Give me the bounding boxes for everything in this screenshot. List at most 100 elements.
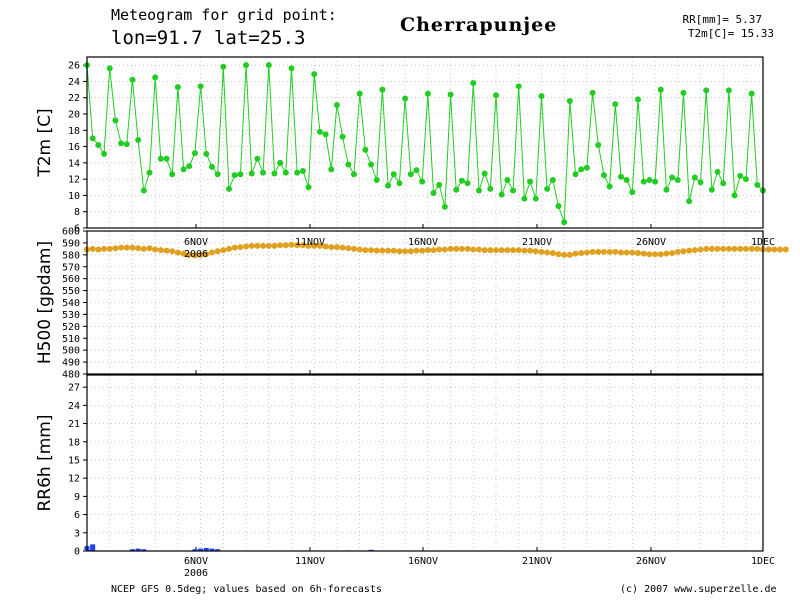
x-year-label: 2006 bbox=[184, 568, 208, 579]
temperature-point bbox=[720, 180, 727, 187]
temperature-point bbox=[311, 71, 318, 78]
temperature-point bbox=[265, 62, 272, 69]
temperature-point bbox=[214, 171, 221, 178]
temperature-point bbox=[754, 181, 761, 188]
y-tick-label: 490 bbox=[62, 358, 80, 369]
geopotential-point bbox=[708, 245, 715, 252]
precipitation-bar bbox=[368, 549, 374, 551]
temperature-point bbox=[277, 159, 284, 166]
geopotential-point bbox=[453, 245, 460, 252]
y-tick-label: 510 bbox=[62, 334, 80, 345]
x-tick-label: 6NOV bbox=[184, 237, 208, 248]
geopotential-point bbox=[260, 242, 267, 249]
y-tick-label: 27 bbox=[68, 383, 80, 394]
temperature-point bbox=[390, 171, 397, 178]
geopotential-point bbox=[589, 248, 596, 255]
x-year-label: 2006 bbox=[184, 249, 208, 260]
geopotential-point bbox=[436, 246, 443, 253]
temperature-point bbox=[572, 171, 579, 178]
precipitation-bar bbox=[198, 548, 204, 551]
y-axis-label: T2m [C] bbox=[35, 108, 55, 177]
y-tick-label: 21 bbox=[68, 419, 80, 430]
y-tick-label: 480 bbox=[62, 370, 80, 381]
x-tick-label: 6NOV bbox=[184, 556, 208, 567]
x-tick-label: 21NOV bbox=[522, 556, 552, 567]
geopotential-point bbox=[368, 247, 375, 254]
geopotential-point bbox=[754, 245, 761, 252]
temperature-point bbox=[703, 87, 710, 94]
geopotential-point bbox=[578, 250, 585, 257]
geopotential-point bbox=[180, 250, 187, 257]
y-tick-label: 520 bbox=[62, 322, 80, 333]
y-tick-label: 15 bbox=[68, 455, 80, 466]
geopotential-point bbox=[271, 242, 278, 249]
temperature-point bbox=[379, 86, 386, 93]
geopotential-point bbox=[697, 246, 704, 253]
geopotential-point bbox=[129, 244, 136, 251]
temperature-point bbox=[578, 166, 585, 173]
temperature-point bbox=[169, 171, 176, 178]
geopotential-point bbox=[237, 244, 244, 251]
geopotential-point bbox=[742, 245, 749, 252]
geopotential-point bbox=[515, 247, 522, 254]
geopotential-point bbox=[118, 244, 125, 251]
temperature-point bbox=[612, 101, 619, 108]
temperature-point bbox=[197, 83, 204, 90]
temperature-point bbox=[515, 83, 522, 90]
y-tick-label: 580 bbox=[62, 250, 80, 261]
precipitation-bar bbox=[141, 549, 147, 551]
geopotential-point bbox=[152, 246, 159, 253]
panel-frame bbox=[86, 374, 764, 552]
geopotential-point bbox=[243, 243, 250, 250]
precipitation-bar bbox=[209, 548, 215, 551]
y-tick-label: 570 bbox=[62, 262, 80, 273]
temperature-point bbox=[527, 178, 534, 185]
geopotential-point bbox=[595, 248, 602, 255]
geopotential-point bbox=[686, 247, 693, 254]
y-tick-label: 9 bbox=[74, 492, 80, 503]
temperature-point bbox=[470, 80, 477, 87]
temperature-point bbox=[436, 181, 443, 188]
geopotential-point bbox=[146, 245, 153, 252]
geopotential-point bbox=[305, 242, 312, 249]
temperature-point bbox=[288, 65, 295, 72]
temperature-point bbox=[419, 178, 426, 185]
geopotential-point bbox=[720, 245, 727, 252]
temperature-point bbox=[680, 89, 687, 96]
temperature-point bbox=[498, 191, 505, 198]
x-tick-label: 16NOV bbox=[408, 556, 438, 567]
geopotential-point bbox=[441, 246, 448, 253]
y-tick-label: 0 bbox=[74, 547, 80, 558]
y-tick-label: 560 bbox=[62, 274, 80, 285]
copyright-note: (c) 2007 www.superzelle.de bbox=[620, 584, 777, 595]
temperature-point bbox=[748, 90, 755, 97]
y-tick-label: 6 bbox=[74, 224, 80, 235]
temperature-point bbox=[663, 186, 670, 193]
temperature-point bbox=[254, 155, 261, 162]
geopotential-point bbox=[385, 247, 392, 254]
temperature-point bbox=[180, 166, 187, 173]
temperature-point bbox=[737, 172, 744, 179]
geopotential-point bbox=[254, 242, 261, 249]
geopotential-point bbox=[600, 248, 607, 255]
geopotential-point bbox=[379, 247, 386, 254]
rr-summary: RR[mm]= 5.37 bbox=[682, 13, 762, 26]
geopotential-point bbox=[680, 248, 687, 255]
temperature-point bbox=[561, 219, 568, 226]
geopotential-point bbox=[748, 245, 755, 252]
geopotential-point bbox=[532, 248, 539, 255]
temperature-point bbox=[129, 76, 136, 83]
temperature-point bbox=[101, 150, 108, 157]
geopotential-point bbox=[487, 247, 494, 254]
temperature-point bbox=[686, 198, 693, 205]
temperature-point bbox=[208, 163, 215, 170]
geopotential-point bbox=[725, 245, 732, 252]
temperature-point bbox=[532, 195, 539, 202]
geopotential-point bbox=[646, 251, 653, 258]
temperature-point bbox=[742, 176, 749, 183]
location-name: Cherrapunjee bbox=[400, 14, 558, 36]
temperature-point bbox=[333, 102, 340, 109]
temperature-point bbox=[106, 65, 113, 72]
temperature-point bbox=[595, 141, 602, 148]
